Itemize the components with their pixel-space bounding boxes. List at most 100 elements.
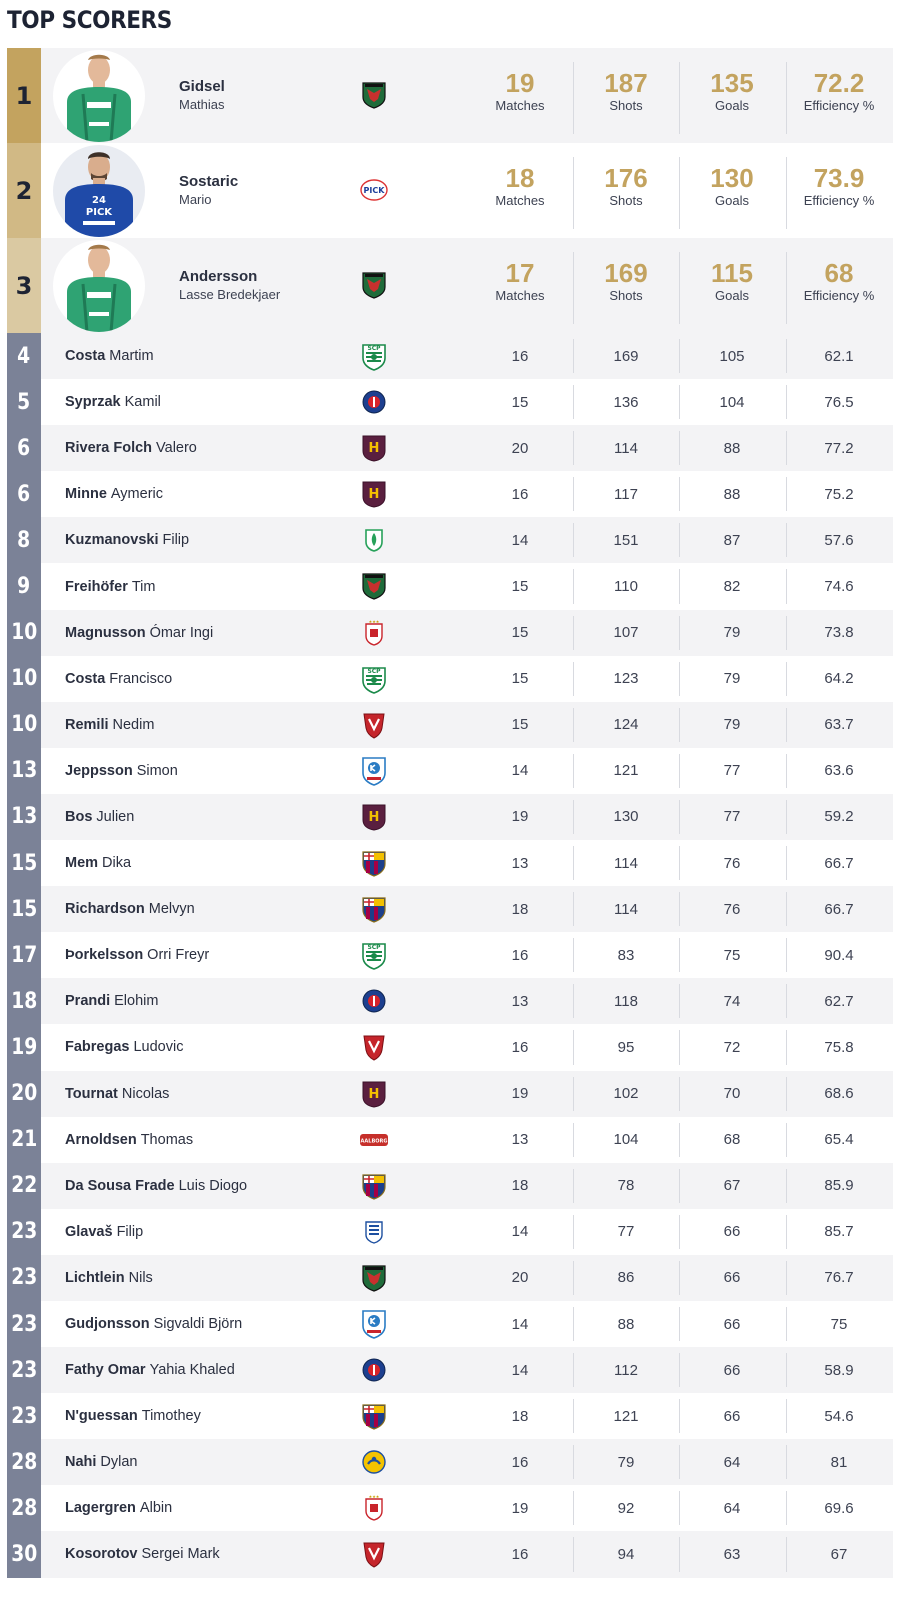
scorer-row[interactable]: 28 Lagergren Albin ★★★ 19 92 64 69.6 <box>7 1485 893 1532</box>
fuchse-berlin-crest-icon <box>359 270 389 300</box>
player-name[interactable]: Kosorotov Sergei Mark <box>65 1531 220 1577</box>
scorer-row[interactable]: 17 Þorkelsson Orri Freyr SCP 16 83 75 90.4 <box>7 932 893 979</box>
rank-number: 5 <box>17 389 31 415</box>
scorer-row[interactable]: 9 Freihöfer Tim 15 110 82 74.6 <box>7 563 893 610</box>
stat-matches-value: 13 <box>511 854 529 872</box>
player-name[interactable]: Þorkelsson Orri Freyr <box>65 932 209 978</box>
stat-goals-value: 105 <box>679 333 785 379</box>
scorer-row[interactable]: 15 Mem Dika 13 114 76 66.7 <box>7 840 893 887</box>
player-name[interactable]: Lichtlein Nils <box>65 1255 153 1301</box>
player-name[interactable]: Bos Julien <box>65 794 134 840</box>
player-name[interactable]: Kuzmanovski Filip <box>65 517 189 563</box>
player-name[interactable]: Remili Nedim <box>65 702 154 748</box>
player-name[interactable]: Gudjonsson Sigvaldi Björn <box>65 1301 242 1347</box>
stat-shots-value: 107 <box>573 610 679 656</box>
stat-goals-value: 88 <box>679 425 785 471</box>
rank-number: 22 <box>10 1173 38 1199</box>
player-last-name: Fabregas <box>65 1039 130 1056</box>
rank-badge: 15 <box>7 840 41 887</box>
player-name[interactable]: Arnoldsen Thomas <box>65 1117 193 1163</box>
podium-row[interactable]: 3 Andersson Lasse Bredekjaer 17 Matches 169 Sh… <box>7 238 893 333</box>
scorer-row[interactable]: 10 Remili Nedim 15 124 79 63.7 <box>7 701 893 748</box>
scorer-row[interactable]: 6 Minne Aymeric H 16 117 88 75.2 <box>7 471 893 518</box>
scorer-row[interactable]: 23 Fathy Omar Yahia Khaled 14 112 66 58.9 <box>7 1347 893 1394</box>
player-last-name: N'guessan <box>65 1408 138 1425</box>
stat-matches-value: 19 <box>505 68 535 98</box>
stat-efficiency-value: 54.6 <box>786 1393 892 1439</box>
player-name[interactable]: Prandi Elohim <box>65 978 158 1024</box>
player-last-name: Þorkelsson <box>65 947 144 964</box>
scorer-row[interactable]: 8 Kuzmanovski Filip 14 151 87 57.6 <box>7 517 893 564</box>
scorer-row[interactable]: 23 N'guessan Timothey 18 121 66 54.6 <box>7 1393 893 1440</box>
player-name[interactable]: Fabregas Ludovic <box>65 1024 183 1070</box>
player-name[interactable]: Costa Francisco <box>65 656 172 702</box>
player-name[interactable]: Richardson Melvyn <box>65 886 195 932</box>
scorer-row[interactable]: 19 Fabregas Ludovic 16 95 72 75.8 <box>7 1024 893 1071</box>
rank-badge: 18 <box>7 978 41 1025</box>
player-first-name: Mario <box>179 192 212 207</box>
stat-goals-value: 135 <box>710 68 754 98</box>
player-name[interactable]: Tournat Nicolas <box>65 1071 169 1117</box>
scorer-row[interactable]: 22 Da Sousa Frade Luis Diogo 18 78 67 85.9 <box>7 1162 893 1209</box>
scorer-row[interactable]: 5 Syprzak Kamil 15 136 104 76.5 <box>7 379 893 426</box>
scorer-row[interactable]: 20 Tournat Nicolas H 19 102 70 68.6 <box>7 1070 893 1117</box>
scorer-row[interactable]: 23 Gudjonsson Sigvaldi Björn 14 88 66 75 <box>7 1300 893 1348</box>
rank-badge: 30 <box>7 1531 41 1578</box>
stat-matches-value: 18 <box>511 1177 529 1195</box>
stat-goals-value: 64 <box>679 1439 785 1485</box>
stat-efficiency-value: 75 <box>786 1301 892 1347</box>
rank-badge: 23 <box>7 1300 41 1348</box>
player-name[interactable]: Lagergren Albin <box>65 1485 172 1531</box>
player-name[interactable]: Da Sousa Frade Luis Diogo <box>65 1163 247 1209</box>
scorer-row[interactable]: 10 Costa Francisco SCP 15 123 79 64.2 <box>7 655 893 702</box>
stat-matches-value: 20 <box>511 1269 529 1287</box>
player-name[interactable]: Costa Martim <box>65 333 154 379</box>
rank-number: 23 <box>10 1311 38 1337</box>
podium-row[interactable]: 2 24 PICK Sostaric Mario PICK 18 Matches 176 Shot… <box>7 143 893 238</box>
player-name[interactable]: Fathy Omar Yahia Khaled <box>65 1347 235 1393</box>
psg-crest-icon <box>359 1355 389 1385</box>
player-name[interactable]: N'guessan Timothey <box>65 1393 201 1439</box>
player-last-name: Prandi <box>65 993 111 1010</box>
rank-number: 20 <box>10 1081 38 1107</box>
player-name[interactable]: Syprzak Kamil <box>65 379 161 425</box>
stat-goals-value: 104 <box>679 379 785 425</box>
player-first-name: Filip <box>162 532 190 549</box>
player-name[interactable]: Andersson Lasse Bredekjaer <box>179 268 280 304</box>
scorer-row[interactable]: 13 Jeppsson Simon 14 121 77 63.6 <box>7 747 893 794</box>
scorer-row[interactable]: 13 Bos Julien H 19 130 77 59.2 <box>7 793 893 841</box>
scorer-row[interactable]: 4 Costa Martim SCP 16 169 105 62.1 <box>7 333 893 380</box>
stat-efficiency-value: 81 <box>786 1439 892 1485</box>
scorer-row[interactable]: 18 Prandi Elohim 13 118 74 62.7 <box>7 978 893 1025</box>
player-name[interactable]: Sostaric Mario <box>179 173 238 209</box>
player-name[interactable]: Nahi Dylan <box>65 1439 138 1485</box>
stat-goals-value: 66 <box>679 1301 785 1347</box>
stat-matches-value: 17 <box>505 258 535 288</box>
player-first-name: Valero <box>156 440 197 457</box>
scorer-row[interactable]: 28 Nahi Dylan 16 79 64 81 <box>7 1439 893 1486</box>
player-last-name: Richardson <box>65 901 145 918</box>
svg-text:24: 24 <box>92 195 106 206</box>
player-name[interactable]: Magnusson Ómar Ingi <box>65 610 213 656</box>
player-name[interactable]: Jeppsson Simon <box>65 748 178 794</box>
player-name[interactable]: Freihöfer Tim <box>65 563 155 609</box>
stat-goals-value: 76 <box>679 840 785 886</box>
player-name[interactable]: Rivera Folch Valero <box>65 425 197 471</box>
player-name[interactable]: Mem Dika <box>65 840 131 886</box>
player-name[interactable]: Gidsel Mathias <box>179 78 225 114</box>
player-name[interactable]: Minne Aymeric <box>65 471 163 517</box>
hbc-nantes-crest-icon: H <box>359 479 389 509</box>
player-name[interactable]: Glavaš Filip <box>65 1209 143 1255</box>
stat-matches-value: 14 <box>511 1223 529 1241</box>
scorer-row[interactable]: 23 Lichtlein Nils 20 86 66 76.7 <box>7 1254 893 1301</box>
scorer-row[interactable]: 10 Magnusson Ómar Ingi ★★★ 15 107 79 73.8 <box>7 609 893 656</box>
scorer-row[interactable]: 6 Rivera Folch Valero H 20 114 88 77.2 <box>7 425 893 472</box>
podium-row[interactable]: 1 Gidsel Mathias 19 Matches 187 Shots 135 Goals 7… <box>7 48 893 143</box>
scorer-row[interactable]: 21 Arnoldsen Thomas AALBORG 13 104 68 65.4 <box>7 1116 893 1163</box>
scorer-row[interactable]: 30 Kosorotov Sergei Mark 16 94 63 67 <box>7 1531 893 1578</box>
rank-number: 19 <box>10 1034 38 1060</box>
scorer-row[interactable]: 15 Richardson Melvyn 18 114 76 66.7 <box>7 886 893 933</box>
rank-number: 21 <box>10 1127 38 1153</box>
scorer-row[interactable]: 23 Glavaš Filip 14 77 66 85.7 <box>7 1208 893 1255</box>
fuchse-berlin-crest-icon <box>359 571 389 601</box>
